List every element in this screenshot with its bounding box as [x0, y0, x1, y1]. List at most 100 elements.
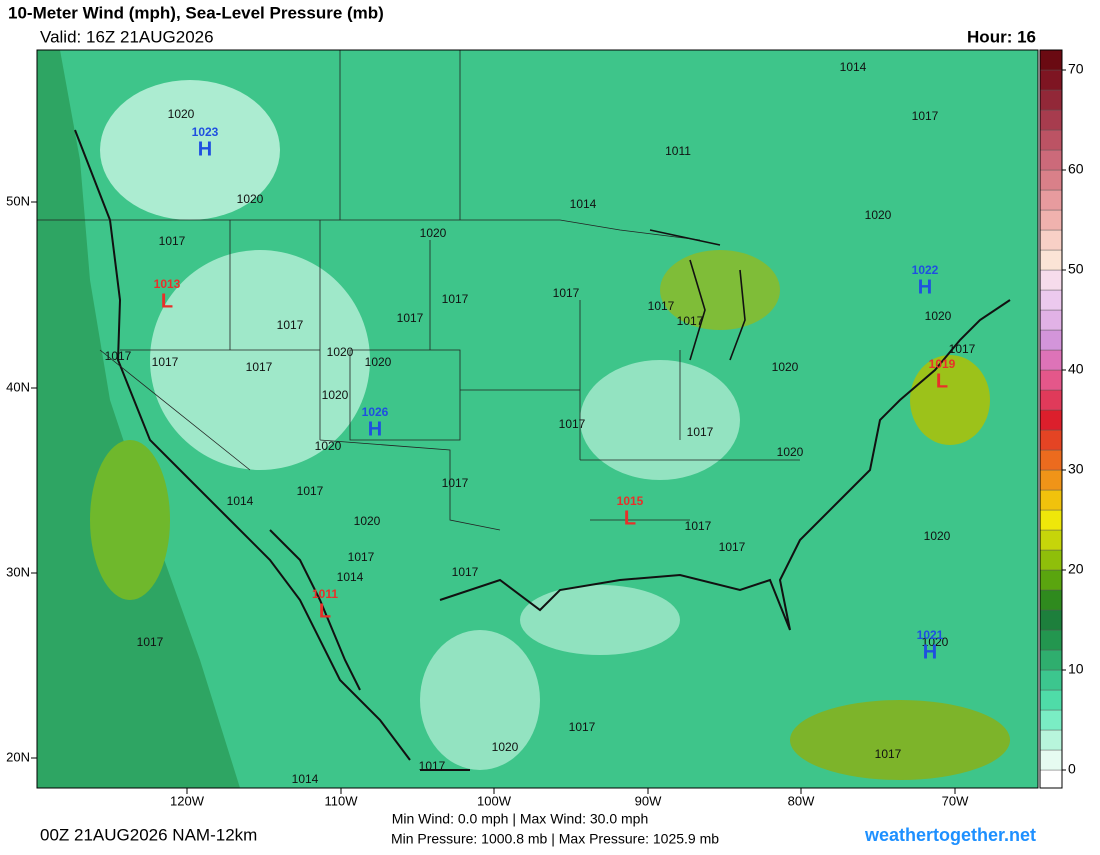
pressure-range: Min Pressure: 1000.8 mb | Max Pressure: …: [391, 831, 719, 847]
isobar-label: 1020: [168, 107, 195, 121]
isobar-label: 1014: [337, 570, 364, 584]
isobar-label: 1014: [292, 772, 319, 786]
wind-patch: [90, 440, 170, 600]
wind-range: Min Wind: 0.0 mph | Max Wind: 30.0 mph: [392, 811, 649, 827]
isobar-label: 1017: [348, 550, 375, 564]
isobar-label: 1017: [246, 360, 273, 374]
isobar-label: 1017: [442, 476, 469, 490]
colorbar-band: [1039, 709, 1063, 731]
colorbar-label: 10: [1068, 661, 1084, 677]
colorbar-band: [1039, 289, 1063, 311]
colorbar-band: [1039, 129, 1063, 151]
colorbar-band: [1039, 309, 1063, 331]
map-frame: [36, 49, 1039, 789]
isobar-label: 1020: [492, 740, 519, 754]
center-symbol: L: [624, 507, 636, 529]
lat-label: 50N: [6, 193, 30, 208]
light-wind: [150, 250, 370, 470]
colorbar-band: [1039, 769, 1063, 789]
isobar-label: 1020: [772, 360, 799, 374]
colorbar-band: [1039, 169, 1063, 191]
colorbar-band: [1039, 329, 1063, 351]
great-lakes: [649, 229, 746, 361]
colorbar-band: [1039, 429, 1063, 451]
light-wind: [420, 630, 540, 770]
colorbar-band: [1039, 249, 1063, 271]
colorbar-band: [1039, 349, 1063, 371]
lat-label: 20N: [6, 749, 30, 764]
colorbar-label: 40: [1068, 361, 1084, 377]
center-value: 1023: [192, 125, 219, 139]
isobar-label: 1017: [685, 519, 712, 533]
colorbar-band: [1039, 409, 1063, 431]
isobar-label: 1017: [277, 318, 304, 332]
colorbar-band: [1039, 729, 1063, 751]
colorbar-label: 70: [1068, 61, 1084, 77]
colorbar-band: [1039, 269, 1063, 291]
colorbar-band: [1039, 189, 1063, 211]
lat-label: 40N: [6, 379, 30, 394]
map: [36, 49, 1039, 789]
isobar-label: 1020: [865, 208, 892, 222]
valid-time: Valid: 16Z 21AUG2026: [40, 27, 214, 46]
colorbar-band: [1039, 209, 1063, 231]
isobar-label: 1017: [442, 292, 469, 306]
isobar-label: 1017: [397, 311, 424, 325]
isobar-label: 1014: [227, 494, 254, 508]
isobar-label: 1020: [365, 355, 392, 369]
center-symbol: L: [936, 370, 948, 392]
forecast-hour: Hour: 16: [967, 27, 1036, 46]
isobar-label: 1017: [677, 314, 704, 328]
colorbar-band: [1039, 609, 1063, 631]
colorbar-band: [1039, 489, 1063, 511]
isobar-label: 1017: [559, 417, 586, 431]
isobar-label: 1020: [322, 388, 349, 402]
coastline: [74, 129, 1011, 771]
isobar-label: 1017: [152, 355, 179, 369]
lon-label: 110W: [325, 793, 359, 808]
isobar-label: 1017: [452, 565, 479, 579]
isobar-label: 1017: [875, 747, 902, 761]
isobar-label: 1017: [912, 109, 939, 123]
colorbar-band: [1039, 469, 1063, 491]
center-value: 1022: [912, 263, 939, 277]
lon-label: 70W: [942, 793, 969, 808]
center-value: 1015: [617, 494, 644, 508]
colorbar-band: [1039, 549, 1063, 571]
lon-label: 100W: [477, 793, 512, 808]
colorbar-label: 60: [1068, 161, 1084, 177]
colorbar-band: [1039, 449, 1063, 471]
lon-label: 120W: [170, 793, 205, 808]
isobar-label: 1020: [777, 445, 804, 459]
isobar-label: 1014: [840, 60, 867, 74]
colorbar-frame: [1039, 49, 1063, 789]
model-run: 00Z 21AUG2026 NAM-12km: [40, 825, 257, 844]
center-value: 1026: [362, 405, 389, 419]
colorbar-band: [1039, 669, 1063, 691]
site: weathertogether.net: [864, 825, 1036, 845]
colorbar-band: [1039, 509, 1063, 531]
colorbar-label: 20: [1068, 561, 1084, 577]
colorbar-band: [1039, 109, 1063, 131]
isobar-label: 1017: [105, 349, 132, 363]
isobar-label: 1014: [570, 197, 597, 211]
center-symbol: H: [918, 276, 932, 298]
isobar-label: 1017: [297, 484, 324, 498]
isobar-label: 1017: [137, 635, 164, 649]
isobar-label: 1017: [687, 425, 714, 439]
colorbar-band: [1039, 369, 1063, 391]
isobar-label: 1020: [420, 226, 447, 240]
borders: [37, 50, 800, 531]
colorbar-band: [1039, 389, 1063, 411]
title: 10-Meter Wind (mph), Sea-Level Pressure …: [8, 3, 384, 22]
isobar-label: 1011: [665, 144, 691, 158]
colorbar-band: [1039, 89, 1063, 111]
lon-label: 90W: [635, 793, 662, 808]
wind-patch: [910, 355, 990, 445]
colorbar-band: [1039, 649, 1063, 671]
isobar-label: 1017: [159, 234, 186, 248]
lon-label: 80W: [788, 793, 815, 808]
colorbar-band: [1039, 629, 1063, 651]
